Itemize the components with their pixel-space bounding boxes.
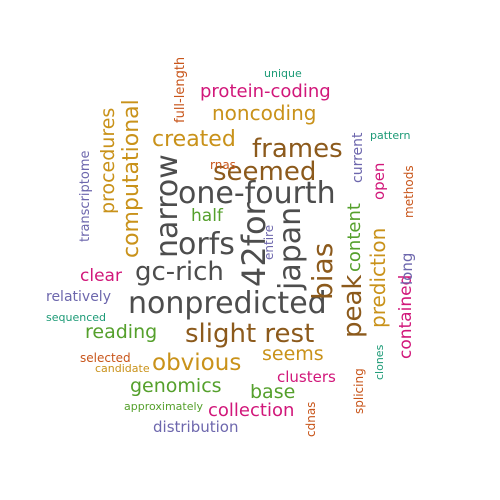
word-japan: japan <box>273 206 308 290</box>
word-slight-rest: slight rest <box>185 319 315 349</box>
word-relatively: relatively <box>46 289 111 305</box>
word-content: content <box>344 203 365 272</box>
word-peak: peak <box>338 274 368 339</box>
word-base: base <box>250 381 296 403</box>
word-gc-rich: gc-rich <box>135 257 224 287</box>
word-open: open <box>370 162 388 200</box>
word-selected: selected <box>80 351 131 365</box>
word-nonpredicted: nonpredicted <box>128 286 327 321</box>
word-obvious: obvious <box>152 350 242 376</box>
word-transcriptome: transcriptome <box>78 150 93 243</box>
word-cdnas: cdnas <box>304 401 318 437</box>
word-seemed: seemed <box>213 157 317 187</box>
word-long: long <box>398 252 416 285</box>
word-created: created <box>152 127 236 152</box>
word-distribution: distribution <box>153 418 239 436</box>
word-protein-coding: protein-coding <box>200 81 331 102</box>
word-rnas: rnas <box>210 158 236 172</box>
word-current: current <box>350 132 366 183</box>
word-pattern: pattern <box>370 129 411 142</box>
word-prediction: prediction <box>366 227 390 328</box>
word-bias: bias <box>306 242 339 300</box>
word-candidate: candidate <box>95 362 150 375</box>
word-narrow: narrow <box>150 154 185 258</box>
word-unique: unique <box>264 67 302 80</box>
word-sequenced: sequenced <box>46 311 106 324</box>
word-collection: collection <box>208 400 295 421</box>
word-noncoding: noncoding <box>212 101 317 125</box>
word-frames: frames <box>252 134 343 164</box>
word-splicing: splicing <box>352 368 366 414</box>
word-half: half <box>191 206 223 226</box>
word-reading: reading <box>85 321 158 343</box>
word-computational: computational <box>119 99 144 258</box>
word-seems: seems <box>262 343 324 365</box>
word-full-length: full-length <box>173 56 188 123</box>
word-approximately: approximately <box>124 400 204 413</box>
word-methods: methods <box>402 165 416 218</box>
word-one-fourth: one-fourth <box>178 176 336 211</box>
word-clones: clones <box>373 344 386 380</box>
word-clear: clear <box>80 266 122 286</box>
word-genomics: genomics <box>130 375 222 397</box>
word-entire: entire <box>262 224 276 260</box>
word-procedures: procedures <box>97 107 119 214</box>
word-contained: contained <box>396 274 416 359</box>
word-orfs: orfs <box>178 227 235 262</box>
word-clusters: clusters <box>277 368 336 386</box>
